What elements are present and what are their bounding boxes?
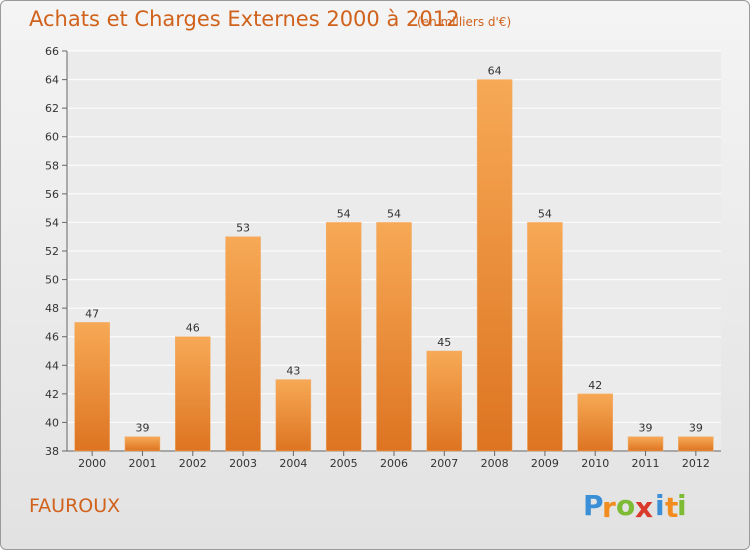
data-label: 39: [135, 422, 149, 435]
y-tick-label: 52: [45, 245, 59, 258]
logo-letter: i: [655, 489, 665, 522]
chart-subtitle: (en milliers d'€): [417, 15, 512, 29]
y-tick-label: 64: [45, 74, 59, 87]
logo-letter: r: [602, 491, 616, 524]
bar: [577, 393, 613, 452]
bar: [175, 336, 211, 452]
y-tick-label: 46: [45, 331, 59, 344]
x-tick-label: 2004: [279, 457, 307, 470]
data-label: 54: [538, 207, 552, 220]
x-tick-label: 2002: [179, 457, 207, 470]
y-tick-label: 62: [45, 102, 59, 115]
y-tick-label: 44: [45, 359, 59, 372]
x-tick-label: 2005: [330, 457, 358, 470]
data-label: 64: [488, 65, 502, 78]
bar: [678, 436, 714, 452]
data-label: 54: [387, 207, 401, 220]
x-tick-label: 2007: [430, 457, 458, 470]
x-tick-label: 2006: [380, 457, 408, 470]
data-label: 42: [588, 379, 602, 392]
bar: [325, 222, 362, 452]
x-tick-label: 2008: [481, 457, 509, 470]
chart-title: Achats et Charges Externes 2000 à 2012: [29, 7, 460, 31]
data-label: 39: [639, 422, 653, 435]
y-tick-label: 66: [45, 45, 59, 58]
data-label: 39: [689, 422, 703, 435]
commune-name: FAUROUX: [29, 495, 121, 517]
y-tick-label: 42: [45, 388, 59, 401]
data-label: 46: [186, 322, 200, 335]
data-label: 54: [337, 207, 351, 220]
bar: [124, 436, 161, 452]
data-label: 43: [286, 365, 300, 378]
data-label: 47: [85, 307, 99, 320]
bar: [275, 379, 312, 452]
y-tick-label: 38: [45, 445, 59, 458]
y-tick-label: 60: [45, 131, 59, 144]
bar: [225, 236, 261, 452]
x-tick-label: 2011: [632, 457, 660, 470]
data-label: 45: [437, 336, 451, 349]
bar: [476, 79, 513, 452]
y-tick-label: 58: [45, 159, 59, 172]
bar: [426, 350, 463, 452]
x-tick-label: 2012: [682, 457, 710, 470]
y-tick-label: 56: [45, 188, 59, 201]
logo-letter: x: [635, 491, 654, 524]
bar: [74, 322, 110, 452]
bar: [627, 436, 664, 452]
y-tick-label: 40: [45, 416, 59, 429]
y-tick-label: 48: [45, 302, 59, 315]
x-tick-label: 2010: [581, 457, 609, 470]
y-tick-label: 50: [45, 274, 59, 287]
y-tick-label: 54: [45, 216, 59, 229]
logo-letter: t: [665, 491, 679, 524]
bar: [376, 222, 412, 452]
logo-letter: o: [616, 489, 636, 522]
bar: [527, 222, 563, 452]
logo-letter: i: [677, 489, 687, 522]
x-tick-label: 2000: [78, 457, 106, 470]
x-tick-label: 2001: [128, 457, 156, 470]
logo-letter: P: [583, 489, 604, 522]
data-label: 53: [236, 222, 250, 235]
x-tick-label: 2003: [229, 457, 257, 470]
x-tick-label: 2009: [531, 457, 559, 470]
